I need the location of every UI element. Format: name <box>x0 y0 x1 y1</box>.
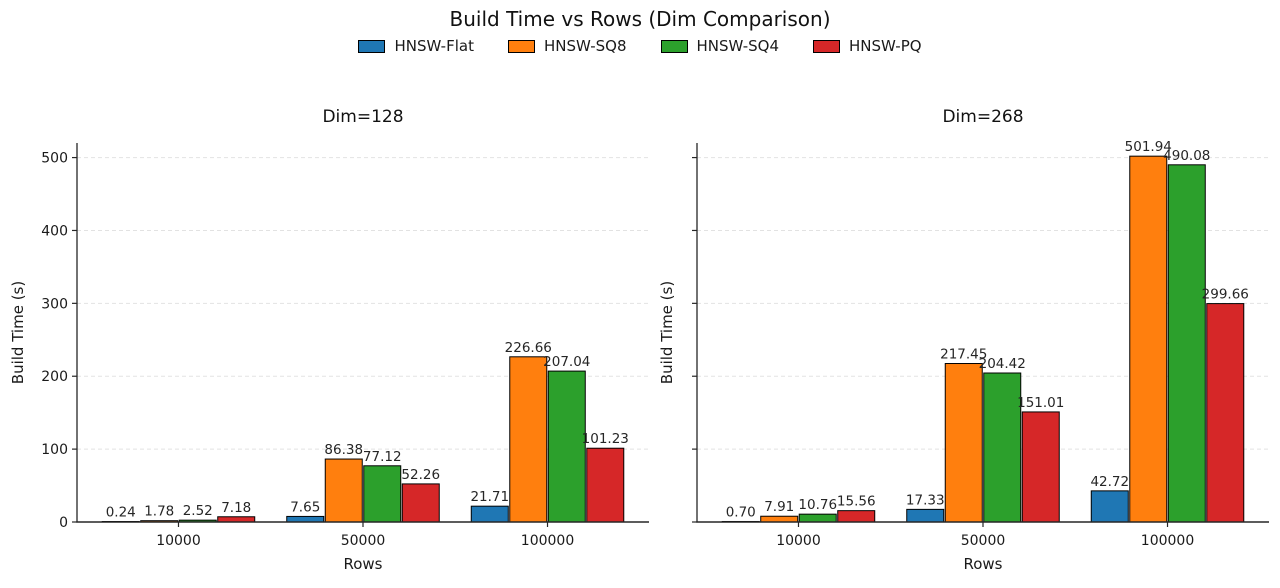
legend-item-hnsw-sq8: HNSW-SQ8 <box>507 37 627 55</box>
bar-hnsw-sq4-50000 <box>983 372 1022 523</box>
bar-value-label: 0.24 <box>106 505 136 521</box>
x-axis-tick-label: 10000 <box>776 533 821 549</box>
y-axis-label: Build Time (s) <box>9 281 27 384</box>
x-axis-tick-label: 50000 <box>961 533 1006 549</box>
bar-value-label: 10.76 <box>798 497 837 513</box>
bar-value-label: 501.94 <box>1125 139 1172 155</box>
bar-value-label: 2.52 <box>183 503 213 519</box>
legend-swatch-icon <box>358 39 386 53</box>
bar-hnsw-pq-10000 <box>837 510 876 523</box>
bar-hnsw-flat-50000 <box>286 515 325 523</box>
bar-value-label: 299.66 <box>1202 287 1249 303</box>
bar-value-label: 490.08 <box>1163 148 1210 164</box>
bar-value-label: 77.12 <box>363 449 402 465</box>
bar-hnsw-sq8-100000 <box>1129 155 1168 523</box>
chart-header: Build Time vs Rows (Dim Comparison) HNSW… <box>0 0 1280 55</box>
x-axis-label: Rows <box>343 555 382 573</box>
legend-label: HNSW-PQ <box>849 37 922 55</box>
legend-swatch-icon <box>507 39 535 53</box>
bar-hnsw-pq-50000 <box>1021 411 1060 523</box>
y-axis-tick-label: 300 <box>41 296 68 312</box>
bar-value-label: 21.71 <box>470 489 509 505</box>
y-axis-tick-label: 0 <box>59 515 68 531</box>
bar-value-label: 101.23 <box>582 431 629 447</box>
bar-hnsw-sq4-50000 <box>363 465 402 523</box>
bar-value-label: 17.33 <box>906 492 945 508</box>
bar-value-label: 86.38 <box>324 442 363 458</box>
legend-label: HNSW-Flat <box>394 37 474 55</box>
x-axis-tick-label: 100000 <box>1141 533 1194 549</box>
bar-value-label: 7.91 <box>764 499 794 515</box>
subplot-title: Dim=128 <box>322 107 403 127</box>
bar-value-label: 7.65 <box>290 499 320 515</box>
legend-swatch-icon <box>660 39 688 53</box>
bar-hnsw-sq8-100000 <box>509 356 548 523</box>
legend: HNSW-Flat HNSW-SQ8 HNSW-SQ4 HNSW-PQ <box>0 37 1280 55</box>
bar-value-label: 226.66 <box>505 340 552 356</box>
bar-value-label: 204.42 <box>979 356 1026 372</box>
bar-value-label: 217.45 <box>940 347 987 363</box>
subplot-title: Dim=268 <box>942 107 1023 127</box>
bar-hnsw-pq-50000 <box>401 483 440 523</box>
bar-hnsw-pq-100000 <box>586 447 625 523</box>
y-axis-tick-label: 100 <box>41 442 68 458</box>
bar-hnsw-sq4-100000 <box>1167 164 1206 523</box>
bar-value-label: 151.01 <box>1017 395 1064 411</box>
legend-label: HNSW-SQ4 <box>696 37 780 55</box>
bar-value-label: 207.04 <box>543 354 590 370</box>
bar-hnsw-sq8-50000 <box>944 363 983 523</box>
bar-hnsw-sq8-10000 <box>760 515 799 523</box>
x-axis-label: Rows <box>963 555 1002 573</box>
bar-value-label: 52.26 <box>401 467 440 483</box>
bar-hnsw-flat-50000 <box>906 508 945 523</box>
bar-hnsw-flat-100000 <box>1090 490 1129 523</box>
y-axis-label: Build Time (s) <box>658 281 676 384</box>
x-axis-tick-label: 50000 <box>341 533 386 549</box>
legend-item-hnsw-flat: HNSW-Flat <box>358 37 474 55</box>
chart-title: Build Time vs Rows (Dim Comparison) <box>449 7 831 31</box>
bar-value-label: 15.56 <box>837 494 876 510</box>
bar-hnsw-sq4-100000 <box>547 370 586 523</box>
subplot-dim-128: 0.24 1.78 2.52 7.18 10000 7.65 86.38 77.12 52.26… <box>9 107 649 573</box>
y-axis-tick-label: 400 <box>41 223 68 239</box>
bar-hnsw-sq4-10000 <box>798 513 837 523</box>
y-axis-tick-label: 500 <box>41 151 68 167</box>
bar-value-label: 0.70 <box>726 504 756 520</box>
legend-label: HNSW-SQ8 <box>543 37 627 55</box>
x-axis-tick-label: 100000 <box>521 533 574 549</box>
y-axis-tick-label: 200 <box>41 369 68 385</box>
bar-value-label: 7.18 <box>221 500 251 516</box>
legend-item-hnsw-sq4: HNSW-SQ4 <box>660 37 780 55</box>
bar-value-label: 1.78 <box>144 504 174 520</box>
x-axis-tick-label: 10000 <box>156 533 201 549</box>
bar-value-label: 42.72 <box>1090 474 1129 490</box>
bar-hnsw-pq-100000 <box>1206 303 1245 523</box>
legend-swatch-icon <box>813 39 841 53</box>
subplot-dim-268: 0.70 7.91 10.76 15.56 10000 17.33 217.45204.42… <box>658 107 1269 573</box>
bar-hnsw-flat-100000 <box>470 505 509 523</box>
bar-hnsw-sq8-50000 <box>324 458 363 523</box>
legend-item-hnsw-pq: HNSW-PQ <box>813 37 922 55</box>
